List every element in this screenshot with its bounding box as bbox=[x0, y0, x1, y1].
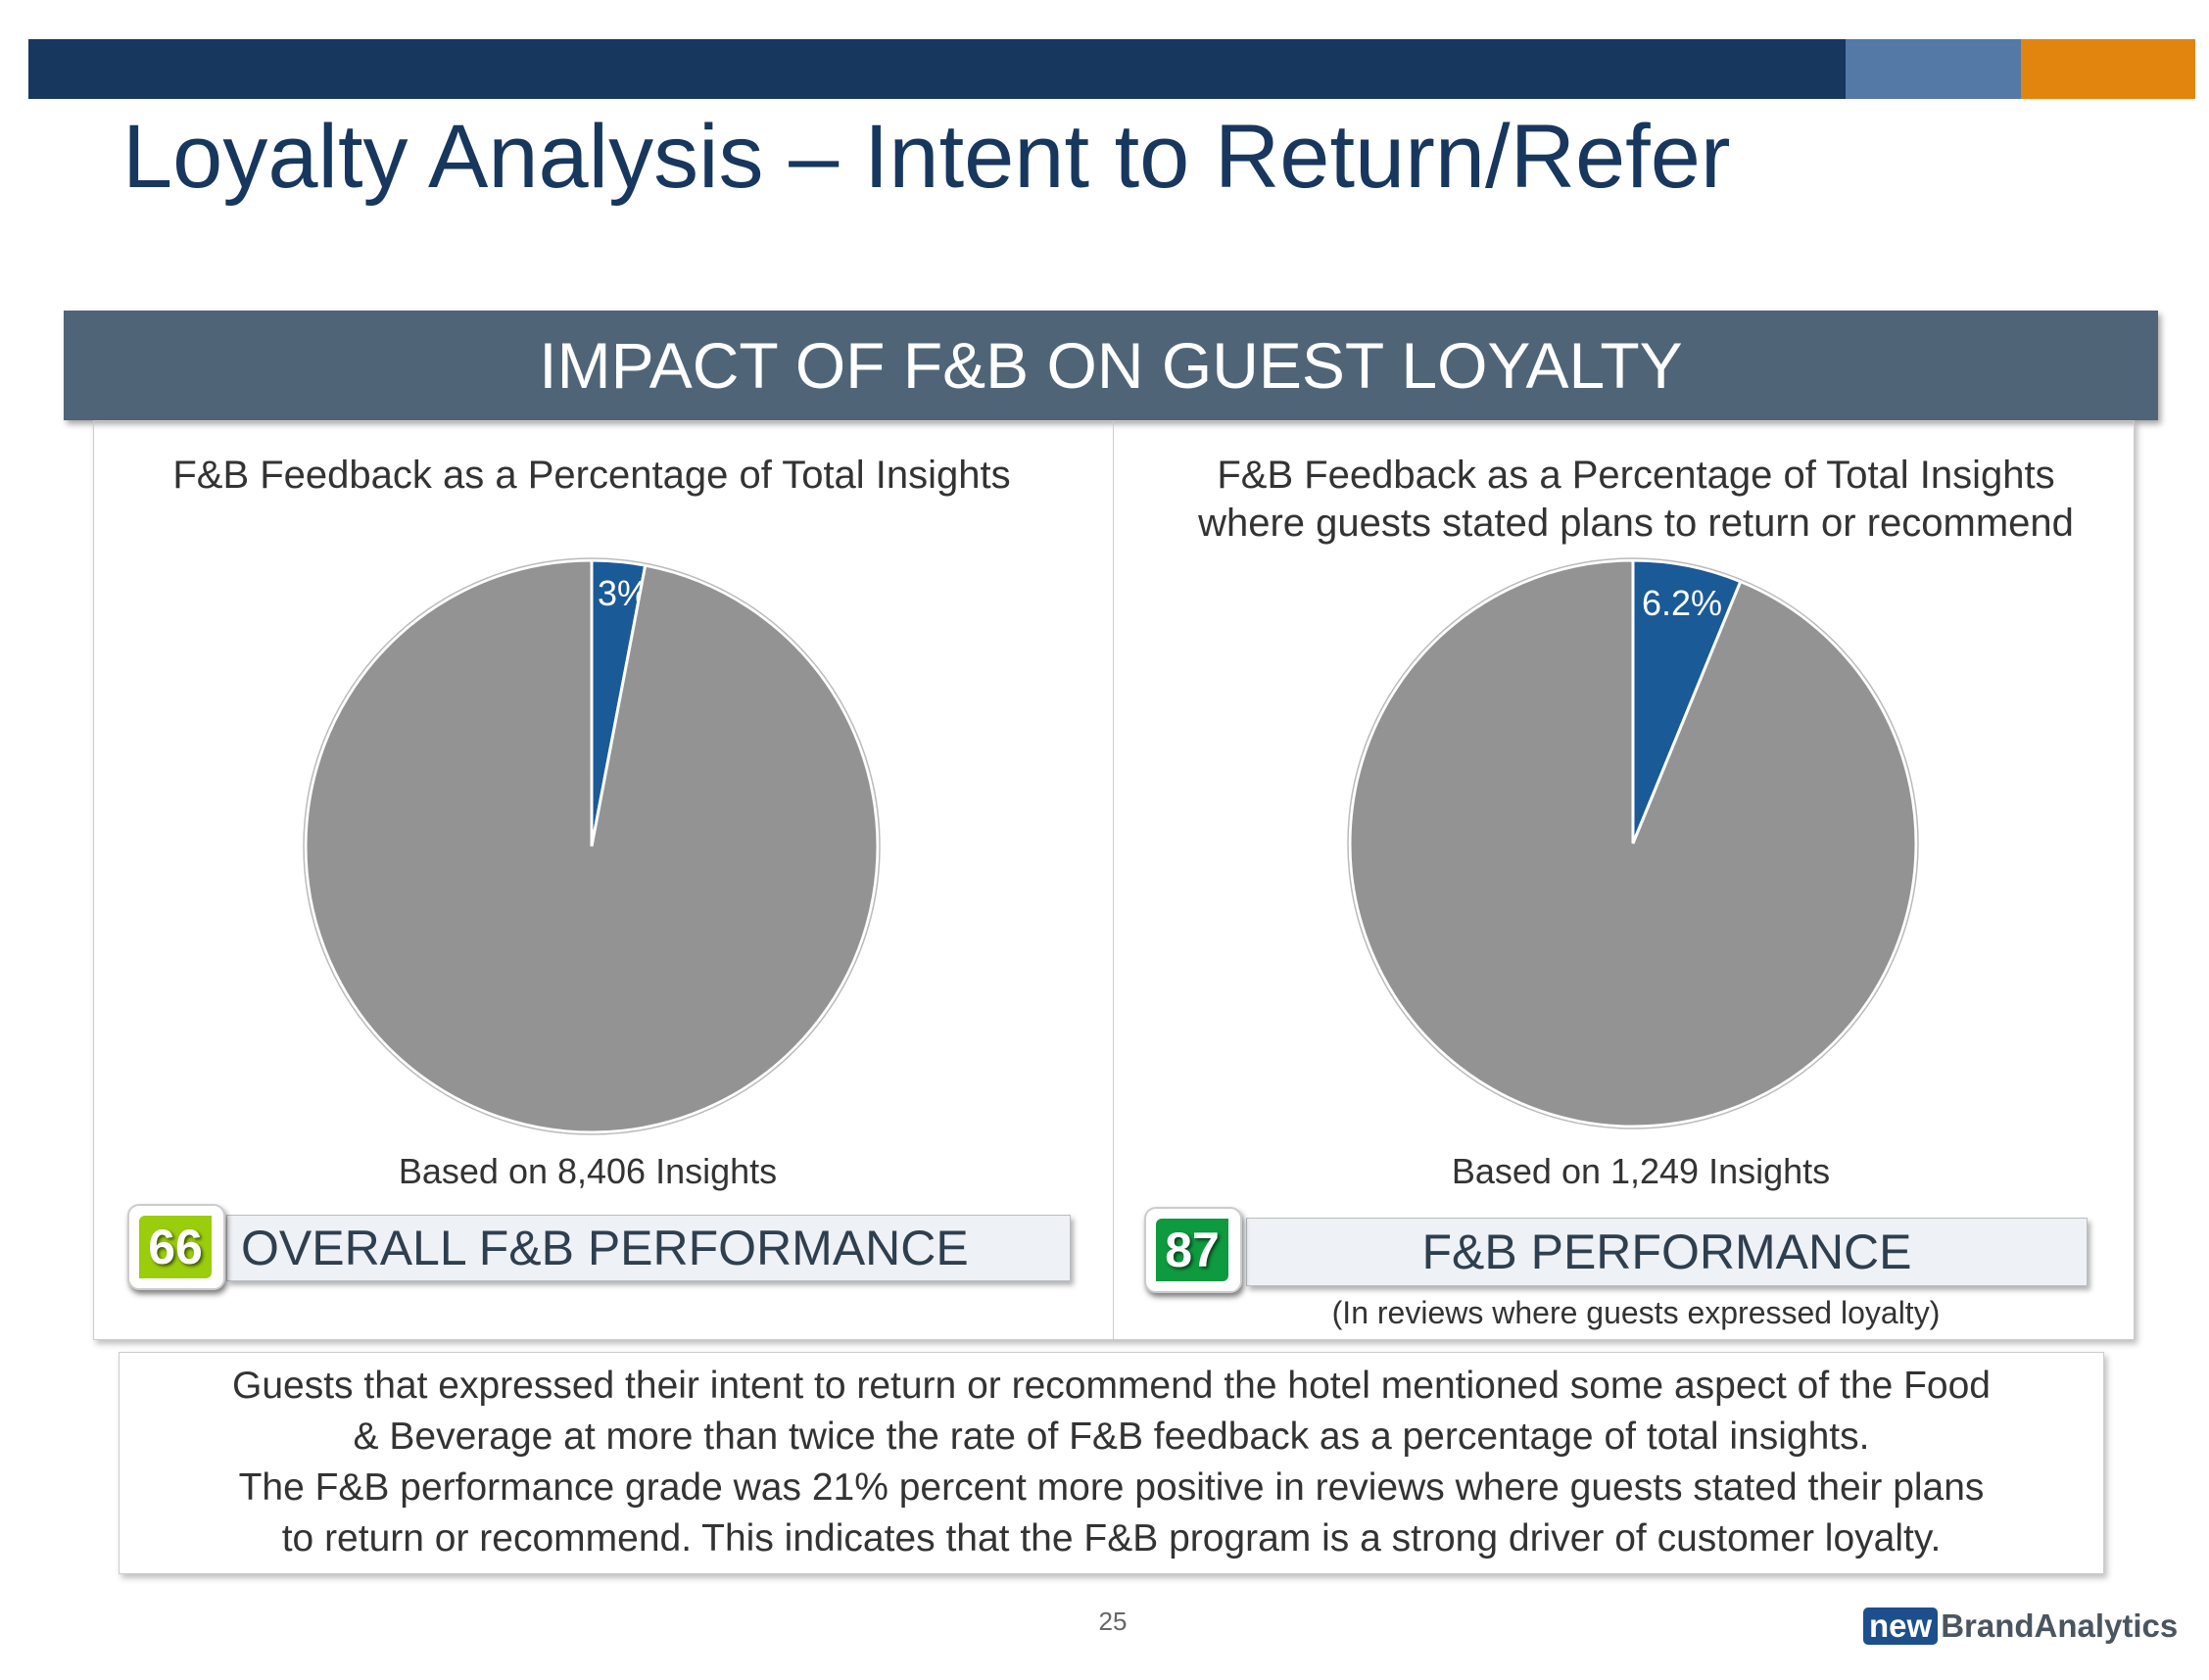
summary-line: to return or recommend. This indicates t… bbox=[281, 1517, 1942, 1560]
logo-new: new bbox=[1863, 1608, 1939, 1645]
left-chart-title: F&B Feedback as a Percentage of Total In… bbox=[172, 454, 1011, 497]
loyalty-note: (In reviews where guests expressed loyal… bbox=[1331, 1295, 1941, 1330]
slide-title: Loyalty Analysis – Intent to Return/Refe… bbox=[122, 107, 1731, 207]
overall-performance-bar: OVERALL F&B PERFORMANCE bbox=[226, 1215, 1071, 1281]
right-pie-data-label: 6.2% bbox=[1642, 583, 1722, 623]
charts-panel bbox=[93, 420, 2135, 1340]
right-pie-slice-other bbox=[1348, 558, 1918, 1128]
header-bar-orange bbox=[2021, 39, 2195, 99]
left-footnote: Based on 8,406 Insights bbox=[398, 1151, 778, 1191]
loyalty-score-badge: 87 bbox=[1144, 1207, 1242, 1293]
right-pie-outline bbox=[1347, 557, 1919, 1129]
header-bar-steel bbox=[1846, 39, 2021, 99]
overall-score-value: 66 bbox=[139, 1216, 212, 1278]
brand-logo: new BrandAnalytics bbox=[1863, 1608, 2178, 1645]
header-bar-navy bbox=[28, 39, 1846, 99]
summary-box: Guests that expressed their intent to re… bbox=[119, 1352, 2104, 1574]
loyalty-performance-label: F&B PERFORMANCE bbox=[1421, 1224, 1912, 1279]
summary-line: Guests that expressed their intent to re… bbox=[232, 1365, 1991, 1407]
right-chart-title-line1: F&B Feedback as a Percentage of Total In… bbox=[1217, 454, 2055, 497]
section-band: IMPACT OF F&B ON GUEST LOYALTY bbox=[64, 311, 2158, 420]
summary-line: & Beverage at more than twice the rate o… bbox=[353, 1416, 1870, 1458]
loyalty-score-value: 87 bbox=[1156, 1219, 1228, 1281]
right-chart-title: F&B Feedback as a Percentage of Total In… bbox=[1146, 452, 2126, 548]
right-footnote: Based on 1,249 Insights bbox=[1451, 1151, 1831, 1191]
loyalty-performance-bar: F&B PERFORMANCE bbox=[1246, 1218, 2088, 1286]
overall-performance-label: OVERALL F&B PERFORMANCE bbox=[241, 1221, 969, 1275]
left-pie-slice-other bbox=[304, 558, 880, 1134]
logo-brand: BrandAnalytics bbox=[1941, 1608, 2179, 1644]
panel-divider bbox=[1113, 420, 1114, 1339]
left-pie-outline bbox=[303, 557, 881, 1135]
page-number: 25 bbox=[1098, 1607, 1128, 1636]
overall-score-badge: 66 bbox=[127, 1204, 225, 1290]
summary-line: The F&B performance grade was 21% percen… bbox=[238, 1466, 1985, 1509]
right-chart-title-line2: where guests stated plans to return or r… bbox=[1198, 502, 2074, 545]
